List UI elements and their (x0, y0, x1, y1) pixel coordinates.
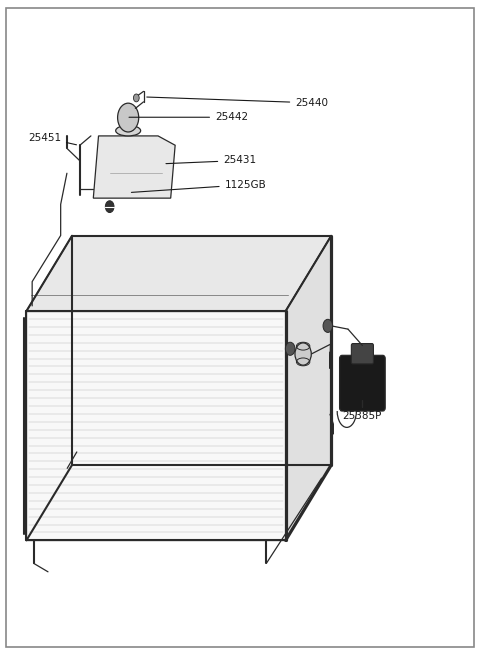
Circle shape (285, 342, 295, 355)
Text: 1125GB: 1125GB (132, 179, 266, 193)
Circle shape (295, 343, 312, 365)
Text: 25440: 25440 (147, 97, 328, 108)
Text: 25385P: 25385P (343, 411, 382, 421)
Text: 25442: 25442 (129, 112, 248, 122)
Circle shape (118, 103, 139, 132)
Polygon shape (93, 136, 175, 198)
Circle shape (133, 94, 139, 102)
Ellipse shape (116, 125, 141, 136)
Polygon shape (26, 236, 331, 311)
FancyBboxPatch shape (351, 344, 373, 364)
FancyBboxPatch shape (340, 355, 385, 411)
Circle shape (106, 200, 114, 212)
Polygon shape (26, 311, 286, 540)
Text: 25431: 25431 (166, 155, 256, 166)
Polygon shape (286, 236, 331, 540)
Text: 25451: 25451 (28, 132, 76, 145)
Circle shape (323, 320, 333, 333)
